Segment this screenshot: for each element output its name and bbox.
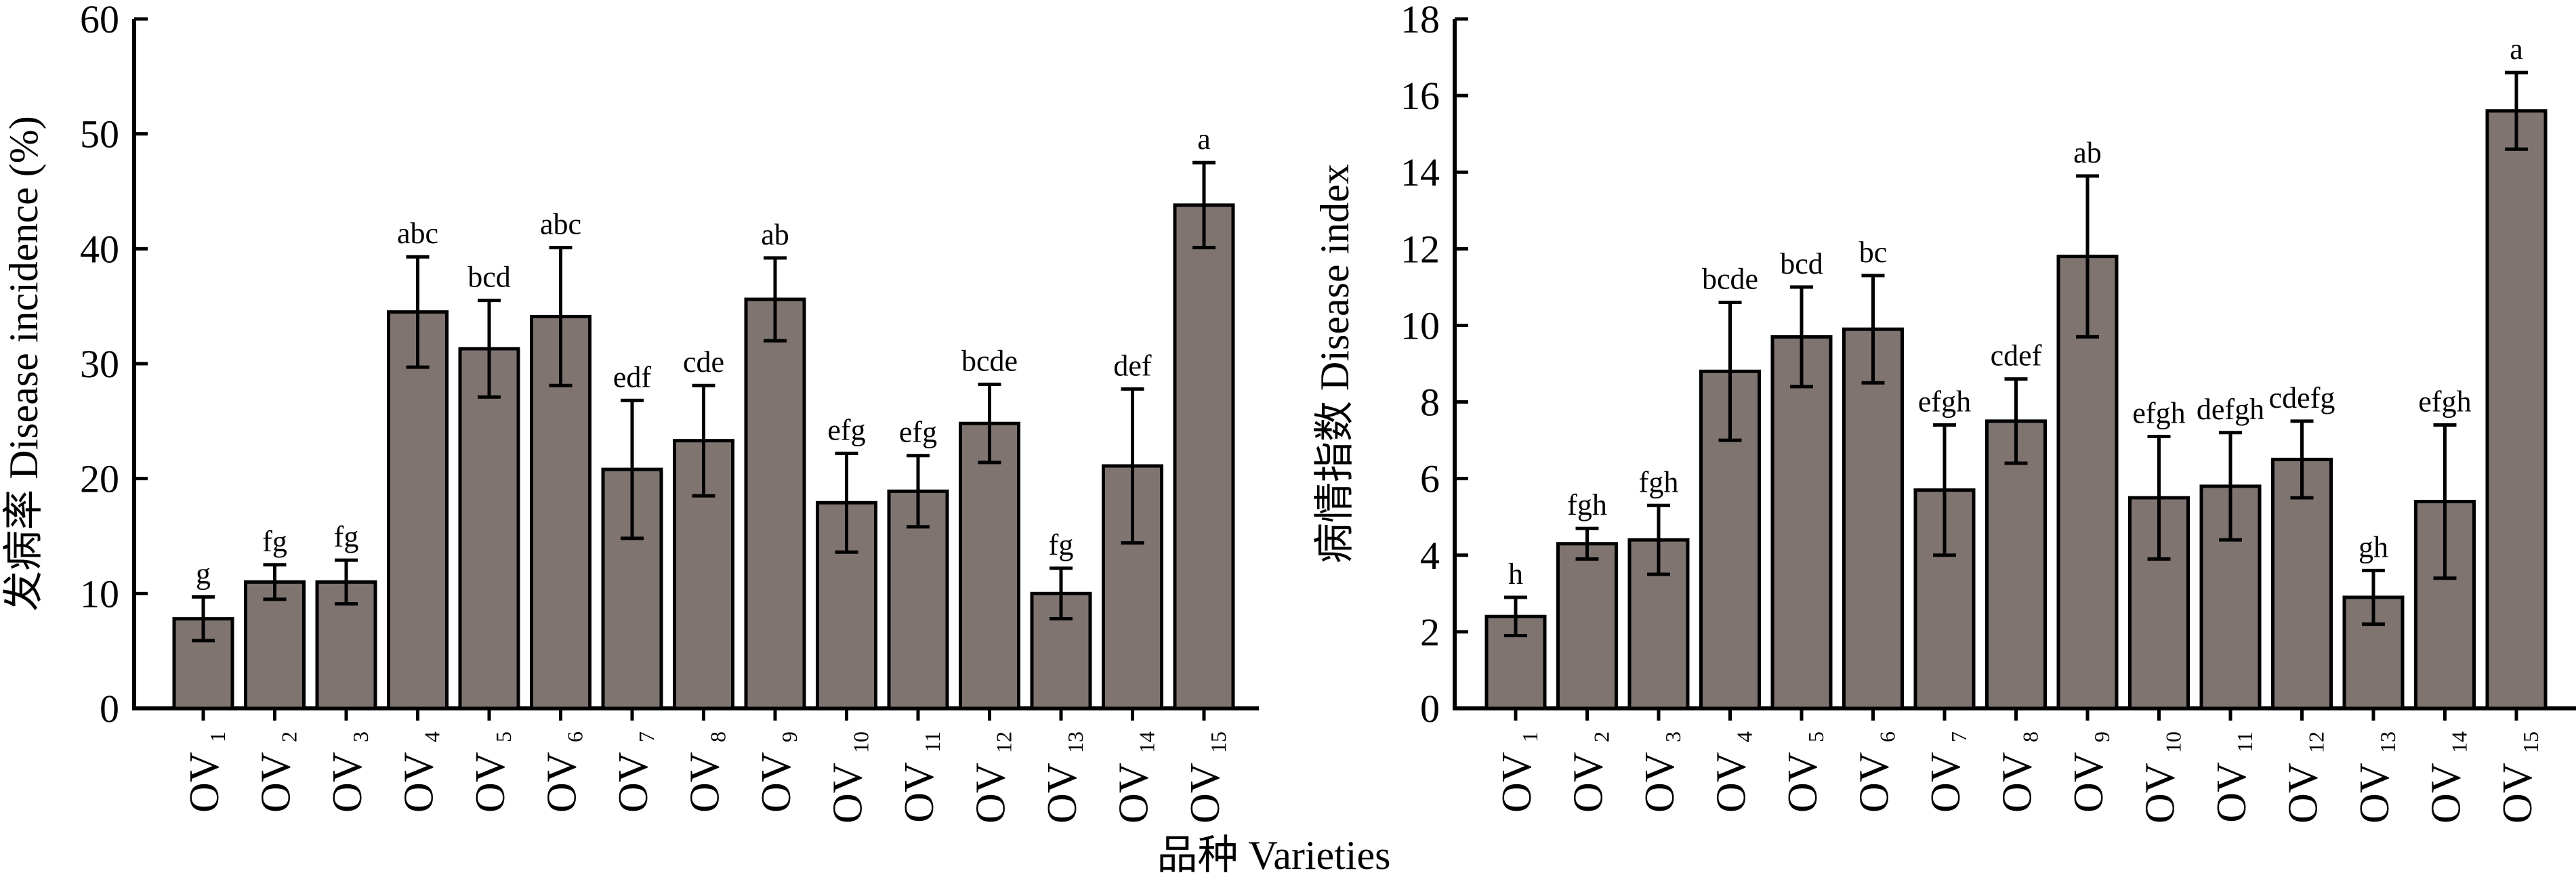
significance-label: cde bbox=[683, 345, 724, 379]
y-tick-label: 20 bbox=[80, 457, 119, 501]
significance-label: g bbox=[196, 557, 211, 590]
x-tick-label: OV 8 bbox=[682, 731, 730, 813]
x-tick-label: OV 10 bbox=[825, 731, 873, 824]
y-tick-label: 50 bbox=[80, 112, 119, 156]
bar bbox=[1556, 542, 1618, 710]
x-tick-label: OV 13 bbox=[2352, 731, 2400, 824]
significance-label: fg bbox=[262, 525, 287, 558]
x-tick-label: OV 4 bbox=[1709, 731, 1757, 813]
bar bbox=[1842, 327, 1904, 710]
significance-label: efgh bbox=[2418, 385, 2471, 418]
significance-label: efg bbox=[899, 416, 937, 449]
significance-label: gh bbox=[2359, 530, 2388, 563]
x-tick-label: OV 10 bbox=[2138, 731, 2186, 824]
x-tick-label: OV 14 bbox=[1111, 731, 1159, 824]
x-tick-label: OV 15 bbox=[2495, 731, 2543, 824]
bar bbox=[959, 421, 1020, 710]
significance-label: efgh bbox=[1918, 385, 1971, 418]
y-tick-label: 10 bbox=[1400, 303, 1440, 347]
bar bbox=[1770, 335, 1833, 710]
y-tick-label: 2 bbox=[1420, 610, 1440, 654]
x-tick-label: OV 12 bbox=[2281, 731, 2329, 824]
significance-label: h bbox=[1508, 557, 1523, 591]
significance-label: bcd bbox=[468, 261, 511, 294]
x-tick-label: OV 3 bbox=[325, 731, 373, 813]
significance-label: efgh bbox=[2132, 396, 2185, 429]
disease-incidence-chart: 0 10 20 30 40 50 60 发病率 Disease incidence (%) g O… bbox=[1, 0, 1259, 824]
y-tick-label: 40 bbox=[80, 227, 119, 271]
y-tick-label: 14 bbox=[1400, 150, 1440, 194]
significance-label: def bbox=[1113, 349, 1152, 382]
x-tick-label: OV 14 bbox=[2424, 731, 2472, 824]
significance-label: a bbox=[1197, 123, 1211, 156]
x-tick-label: OV 8 bbox=[1995, 731, 2043, 813]
x-tick-label: OV 9 bbox=[2066, 731, 2114, 813]
y-tick-label: 12 bbox=[1400, 227, 1440, 271]
x-tick-label: OV 13 bbox=[1039, 731, 1087, 824]
significance-label: bcde bbox=[961, 345, 1018, 378]
bar bbox=[315, 580, 377, 710]
significance-label: bcde bbox=[1702, 263, 1758, 296]
significance-label: abc bbox=[397, 217, 438, 250]
significance-label: ab bbox=[761, 218, 789, 251]
significance-label: fg bbox=[1049, 528, 1074, 561]
bar bbox=[1030, 591, 1092, 710]
x-tick-label: OV 12 bbox=[968, 731, 1016, 824]
x-tick-label: OV 9 bbox=[753, 731, 802, 813]
bar bbox=[387, 310, 449, 710]
x-tick-label: OV 6 bbox=[1852, 731, 1900, 813]
y-tick-label: 30 bbox=[80, 342, 119, 386]
y-tick-label: 4 bbox=[1420, 534, 1440, 578]
significance-label: ab bbox=[2073, 136, 2102, 169]
x-tick-label: OV 2 bbox=[1566, 731, 1614, 813]
bar bbox=[744, 297, 806, 710]
y-tick-label: 0 bbox=[1420, 687, 1440, 731]
x-tick-label: OV 2 bbox=[253, 731, 302, 813]
significance-label: a bbox=[2510, 33, 2523, 66]
x-axis-label: 品种 Varieties bbox=[1157, 833, 1391, 875]
y-tick-label: 60 bbox=[80, 0, 119, 41]
x-tick-label: OV 4 bbox=[396, 731, 444, 813]
x-tick-label: OV 11 bbox=[2209, 731, 2257, 823]
significance-label: efg bbox=[827, 413, 865, 446]
significance-label: fg bbox=[334, 520, 359, 553]
y-tick-label: 18 bbox=[1400, 0, 1440, 41]
significance-label: cdefg bbox=[2269, 381, 2335, 414]
bar bbox=[458, 347, 520, 710]
x-tick-label: OV 1 bbox=[1494, 731, 1542, 813]
significance-label: defgh bbox=[2197, 393, 2264, 426]
bar bbox=[1173, 203, 1235, 710]
bar bbox=[2485, 109, 2548, 710]
significance-label: fgh bbox=[1567, 488, 1607, 521]
significance-label: bcd bbox=[1780, 247, 1823, 280]
x-tick-label: OV 7 bbox=[610, 731, 659, 813]
y-tick-label: 10 bbox=[80, 572, 119, 616]
y-tick-label: 8 bbox=[1420, 381, 1440, 425]
bar bbox=[244, 580, 306, 710]
y-axis-label: 发病率 Disease incidence (%) bbox=[1, 116, 46, 611]
x-tick-label: OV 11 bbox=[896, 731, 944, 823]
y-tick-label: 16 bbox=[1400, 74, 1440, 118]
significance-label: cdef bbox=[1991, 339, 2042, 372]
significance-label: fgh bbox=[1639, 465, 1679, 498]
x-tick-label: OV 6 bbox=[539, 731, 587, 813]
significance-label: edf bbox=[613, 360, 652, 393]
significance-label: abc bbox=[540, 208, 581, 241]
x-tick-label: OV 5 bbox=[468, 731, 516, 813]
x-tick-label: OV 7 bbox=[1923, 731, 1971, 813]
significance-label: bc bbox=[1859, 236, 1888, 269]
disease-index-chart: 0 2 4 6 8 10 12 14 16 18 病情指数 Disease index h OV 1 fg… bbox=[1312, 0, 2576, 824]
y-tick-label: 0 bbox=[100, 687, 119, 731]
x-tick-label: OV 15 bbox=[1182, 731, 1230, 824]
y-tick-label: 6 bbox=[1420, 457, 1440, 501]
x-tick-label: OV 5 bbox=[1780, 731, 1828, 813]
x-tick-label: OV 3 bbox=[1637, 731, 1685, 813]
x-tick-label: OV 1 bbox=[182, 731, 230, 813]
y-axis-label: 病情指数 Disease index bbox=[1312, 164, 1357, 563]
